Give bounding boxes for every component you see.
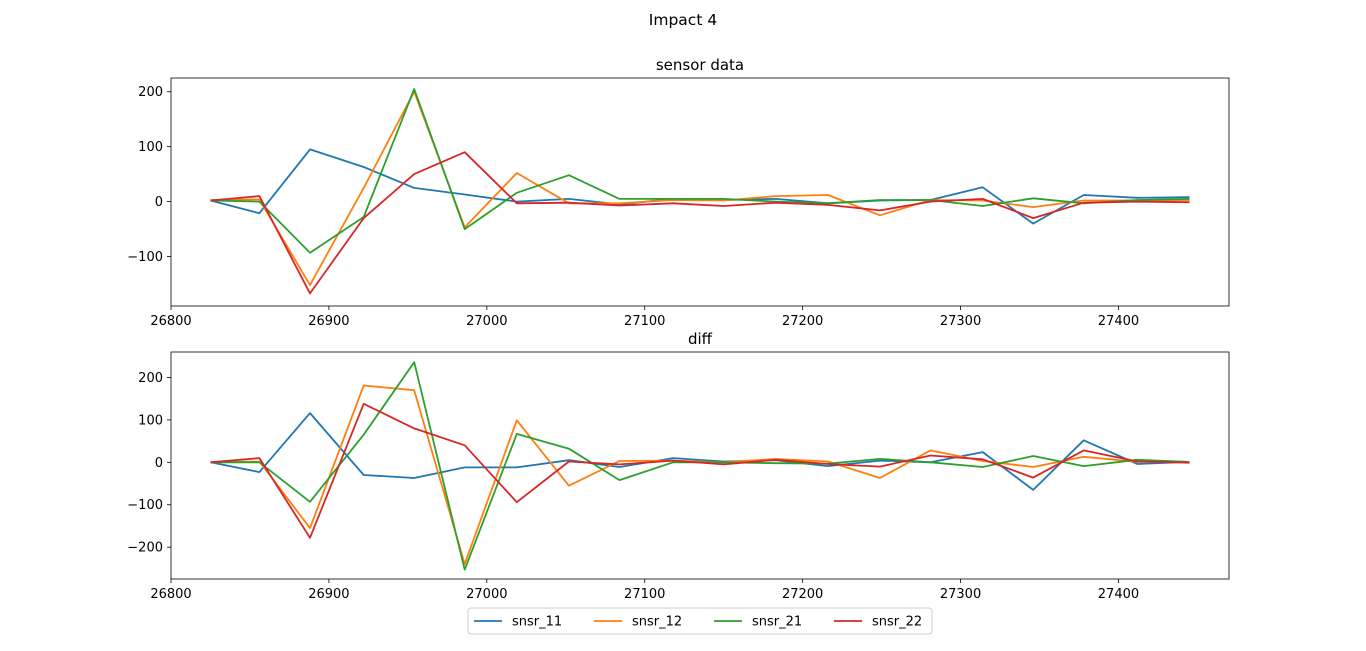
y-tick-label: −100: [127, 498, 163, 513]
legend-box: [467, 607, 933, 635]
x-tick-label: 27300: [940, 314, 981, 329]
legend-label: snsr_22: [872, 615, 922, 630]
series-line-snsr-21: [210, 88, 1190, 254]
series-line-snsr-12: [210, 384, 1190, 565]
y-tick-label: 0: [155, 456, 163, 471]
legend-label: snsr_21: [752, 615, 802, 630]
plot-title: sensor data: [656, 56, 744, 74]
series-line-snsr-22: [210, 402, 1190, 539]
x-tick-label: 27000: [466, 314, 507, 329]
axes-frame: [170, 77, 1230, 307]
y-tick-label: 100: [138, 140, 163, 155]
sensor-data-plot: sensor data 26800 26900 27000 27100 27200 2730…: [127, 56, 1230, 329]
diff-plot: diff 26800 26900 27000 27100 27200 27300 27400 −…: [127, 330, 1230, 602]
series-line-snsr-12: [210, 90, 1190, 287]
x-tick-label: 27000: [466, 587, 507, 602]
x-tick-label: 27300: [940, 587, 981, 602]
x-tick-label: 27200: [782, 587, 823, 602]
x-tick-label: 26900: [308, 314, 349, 329]
series-line-snsr-11: [210, 148, 1190, 225]
legend-label: snsr_12: [632, 615, 682, 630]
legend-label: snsr_11: [512, 615, 562, 630]
x-tick-label: 26800: [150, 314, 191, 329]
x-tick-label: 26900: [308, 587, 349, 602]
figure-suptitle: Impact 4: [649, 11, 717, 29]
series-line-snsr-22: [210, 151, 1190, 295]
y-tick-label: 200: [138, 85, 163, 100]
x-tick-label: 27400: [1098, 314, 1139, 329]
y-tick-label: 100: [138, 413, 163, 428]
y-tick-label: 0: [155, 195, 163, 210]
y-tick-label: −200: [127, 541, 163, 556]
series-line-snsr-11: [210, 412, 1190, 491]
x-tick-label: 27400: [1098, 587, 1139, 602]
y-tick-label: −100: [127, 250, 163, 265]
legend: snsr_11 snsr_12 snsr_21 snsr_22: [467, 607, 933, 635]
x-tick-label: 27100: [624, 314, 665, 329]
x-tick-label: 27100: [624, 587, 665, 602]
axes-frame: [170, 351, 1230, 580]
y-tick-label: 200: [138, 371, 163, 386]
x-tick-label: 26800: [150, 587, 191, 602]
plot-title: diff: [688, 330, 713, 348]
x-tick-label: 27200: [782, 314, 823, 329]
